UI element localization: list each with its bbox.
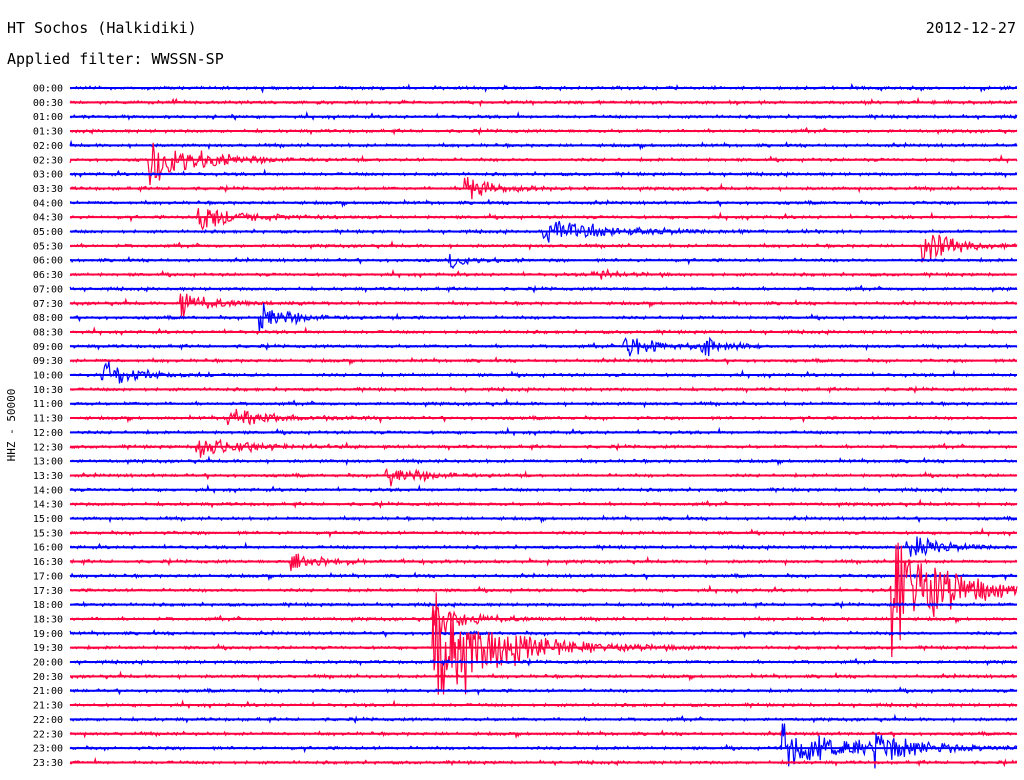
trace-line [69,592,1018,695]
tick-label: 11:30 [33,414,63,425]
tick-label: 20:30 [33,672,63,683]
tick-label: 19:00 [33,629,63,640]
trace-group [69,83,1018,769]
tick-label: 16:00 [33,543,63,554]
trace-line [69,142,1018,186]
tick-label: 17:30 [33,586,63,597]
tick-label: 07:00 [33,284,63,295]
tick-label: 05:00 [33,227,63,238]
tick-label: 06:00 [33,256,63,267]
trace-line [69,438,1018,458]
tick-label: 04:30 [33,213,63,224]
tick-label: 15:30 [33,528,63,539]
tick-label: 02:30 [33,155,63,166]
tick-label: 12:00 [33,428,63,439]
tick-label: 13:00 [33,457,63,468]
tick-label: 00:30 [33,98,63,109]
tick-label: 03:30 [33,184,63,195]
tick-label: 17:00 [33,571,63,582]
tick-label-group: 00:00 00:30 01:00 01:30 02:00 02:30 03:00 03:30… [33,84,63,769]
tick-label: 18:30 [33,614,63,625]
tick-label: 22:00 [33,715,63,726]
tick-label: 02:00 [33,141,63,152]
tick-label: 14:00 [33,485,63,496]
trace-line [69,408,1018,426]
tick-label: 23:00 [33,744,63,755]
station-title: HT Sochos (Halkidiki) [7,19,197,37]
tick-label: 09:30 [33,356,63,367]
tick-label: 22:30 [33,729,63,740]
tick-label: 08:30 [33,327,63,338]
tick-label: 07:30 [33,299,63,310]
y-axis-label: HHZ - 50000 [5,389,18,462]
tick-label: 08:00 [33,313,63,324]
tick-label: 21:00 [33,686,63,697]
tick-label: 10:00 [33,371,63,382]
tick-label: 05:30 [33,241,63,252]
tick-label: 11:00 [33,399,63,410]
trace-line [69,293,1018,317]
tick-label: 04:00 [33,198,63,209]
trace-line [69,361,1018,384]
trace-line [69,467,1018,487]
tick-label: 15:00 [33,514,63,525]
tick-label: 19:30 [33,643,63,654]
tick-label: 09:00 [33,342,63,353]
tick-label: 01:30 [33,127,63,138]
tick-label: 06:30 [33,270,63,281]
tick-label: 20:00 [33,658,63,669]
tick-label: 13:30 [33,471,63,482]
record-date: 2012-12-27 [925,19,1016,37]
filter-label: Applied filter: WWSSN-SP [7,50,224,68]
tick-label: 23:30 [33,758,63,769]
trace-line [69,208,1018,231]
tick-label: 03:00 [33,170,63,181]
tick-label: 00:00 [33,84,63,95]
tick-label: 14:30 [33,500,63,511]
tick-label: 16:30 [33,557,63,568]
tick-label: 18:00 [33,600,63,611]
tick-label: 10:30 [33,385,63,396]
tick-label: 01:00 [33,112,63,123]
tick-label: 12:30 [33,442,63,453]
tick-label: 21:30 [33,701,63,712]
